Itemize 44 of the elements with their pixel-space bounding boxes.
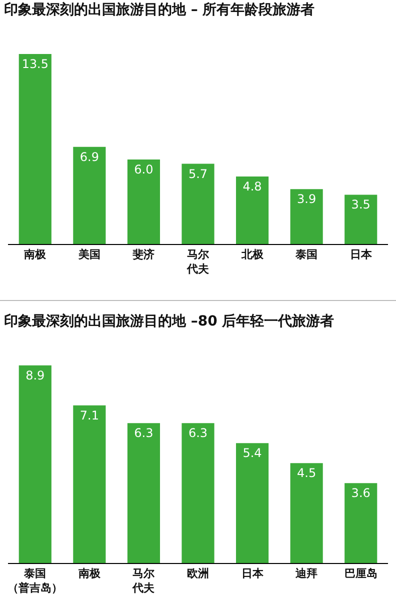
data-label: 3.9 [297, 192, 316, 206]
x-tick-label: 马尔代夫 [186, 247, 210, 276]
bar [182, 164, 214, 244]
bar [344, 483, 378, 563]
x-tick-label: 泰国（普吉岛） [8, 566, 63, 596]
bar [18, 365, 52, 563]
chart-title: 印象最深刻的出国旅游目的地 – 所有年龄段旅游者 [4, 1, 315, 18]
data-label: 13.5 [22, 56, 48, 71]
x-tick-label: 迪拜 [294, 566, 318, 582]
data-label: 5.7 [188, 166, 208, 181]
data-label: 6.3 [188, 426, 208, 440]
x-tick-label: 南极 [23, 247, 48, 262]
x-tick-label: 南极 [77, 566, 102, 582]
data-label: 3.5 [351, 198, 370, 212]
x-tick-label: 日本 [350, 247, 373, 262]
bar [73, 405, 106, 563]
data-label: 5.4 [242, 446, 262, 460]
data-label: 6.3 [134, 426, 154, 440]
data-label: 3.6 [351, 486, 370, 500]
data-label: 4.5 [297, 466, 316, 480]
data-label: 7.1 [80, 408, 99, 422]
bar [344, 194, 378, 244]
bar [236, 443, 269, 563]
chart-title: 印象最深刻的出国旅游目的地 –80 后年轻一代旅游者 [4, 312, 334, 330]
data-label: 4.8 [242, 179, 262, 194]
bar [182, 423, 214, 563]
bar [290, 189, 323, 244]
x-tick-label: 北极 [240, 247, 264, 262]
data-label: 6.9 [80, 150, 99, 164]
bar [18, 54, 52, 244]
bar [127, 423, 160, 563]
x-tick-label: 泰国 [294, 247, 318, 262]
data-label: 6.0 [134, 162, 154, 177]
x-tick-label: 斐济 [132, 247, 155, 262]
bar [73, 146, 106, 244]
bar [236, 176, 269, 244]
x-tick-label: 日本 [241, 566, 264, 582]
x-tick-label: 马尔代夫 [132, 566, 156, 596]
x-tick-label: 美国 [77, 247, 100, 262]
bar [290, 463, 323, 563]
data-label: 8.9 [26, 368, 45, 382]
x-tick-label: 欧洲 [187, 566, 209, 582]
bar [127, 160, 160, 244]
x-tick-label: 巴厘岛 [344, 566, 378, 582]
